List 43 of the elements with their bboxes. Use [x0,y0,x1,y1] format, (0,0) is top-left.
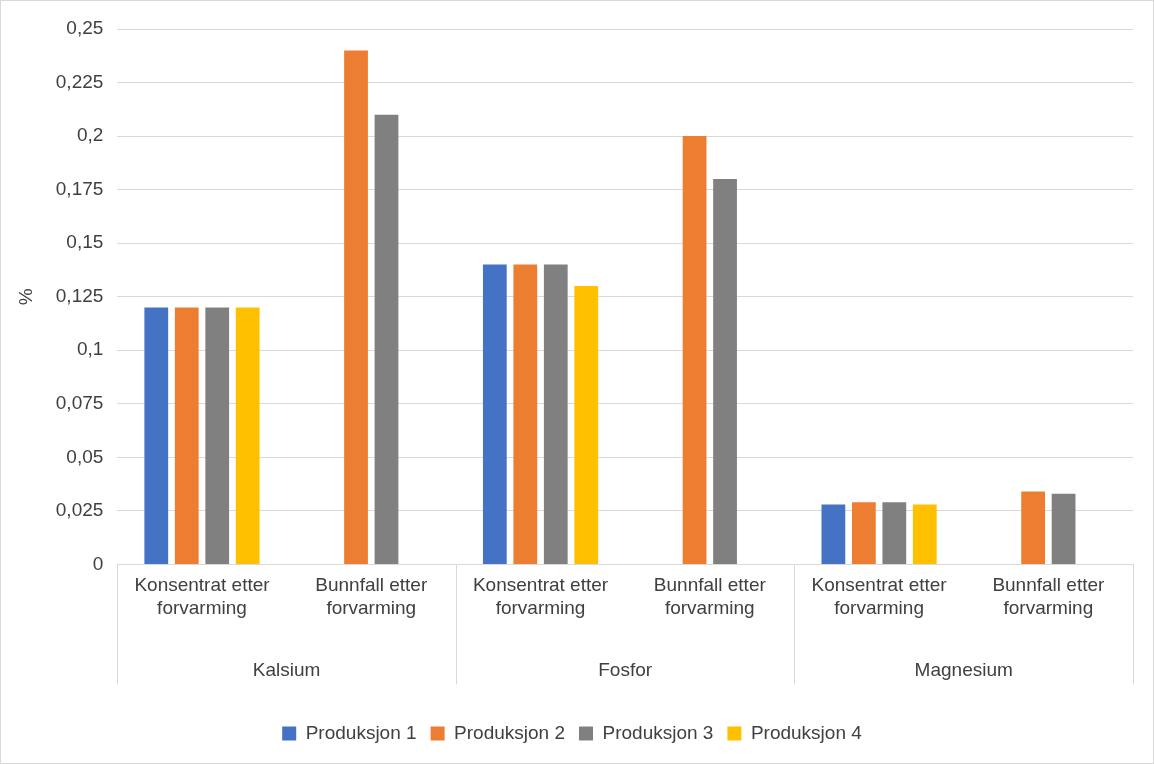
bar [713,178,737,564]
y-tick-label: 0,025 [55,499,104,521]
bar [513,264,538,564]
bar [344,50,368,564]
y-tick-label: 0,125 [55,284,104,306]
y-tick-label: 0,075 [55,392,104,414]
bar [1021,491,1046,564]
text: Magnesium [914,658,1013,680]
legend-label: Produksjon 2 [454,721,565,743]
y-tick-label: 0,25 [66,17,104,39]
y-tick-label: 0,175 [55,177,104,199]
legend-label: Produksjon 4 [750,721,863,743]
y-tick-label: 0,1 [76,338,104,360]
y-tick-label: 0 [92,552,104,574]
x-tick-label: Konsentrat etter forvarming [472,574,609,618]
bar [205,307,230,564]
bar [374,114,399,564]
text: Fosfor [598,658,653,680]
x-tick-label: Konsentrat etter forvarming [811,574,948,618]
bar [1051,493,1076,564]
bar [912,504,937,564]
bar [543,264,568,564]
bar [882,502,907,564]
bar [821,504,846,564]
y-tick-label: 0,15 [66,231,104,253]
text: Kalsium [252,658,321,680]
bar [174,307,199,564]
y-tick-label: 0,225 [55,70,104,92]
x-tick-label: Konsentrat etter forvarming [134,574,271,618]
y-tick-label: 0,05 [66,445,104,467]
x-tick-label: Bunnfall etter forvarming [653,574,767,618]
bar [682,136,707,564]
bar [851,502,876,564]
x-tick-label: Bunnfall etter forvarming [992,574,1106,618]
legend-label: Produksjon 1 [305,721,417,743]
bar [574,285,599,564]
bar [235,307,260,564]
bar [144,307,169,564]
y-tick-label: 0,2 [76,124,104,146]
legend-label: Produksjon 3 [602,721,714,743]
x-tick-label: Bunnfall etter forvarming [315,574,428,618]
bar [482,264,507,564]
y-axis-title: % [14,288,36,306]
